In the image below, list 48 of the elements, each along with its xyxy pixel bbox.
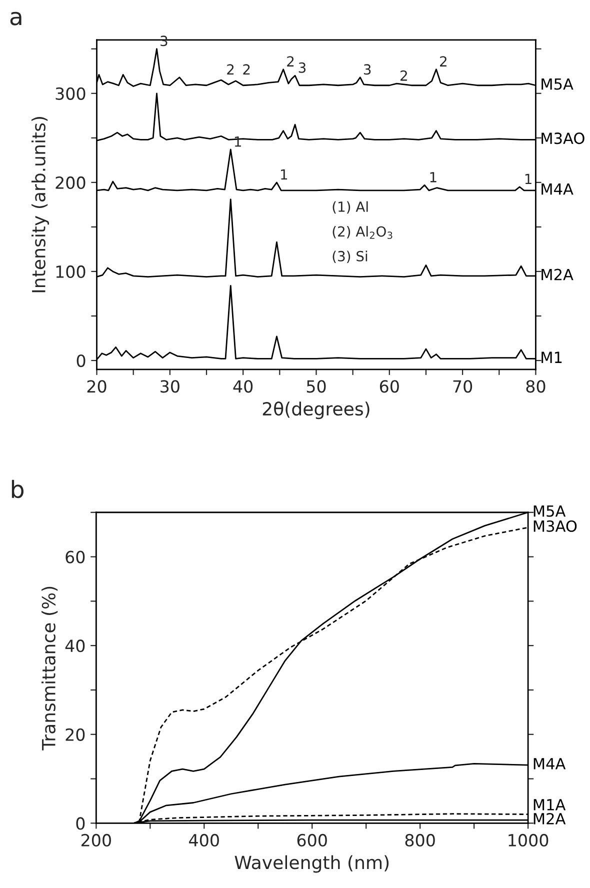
x-axis-title: 2θ(degrees) (262, 402, 370, 420)
annotation: 1 (430, 172, 436, 182)
series-label: M2A (534, 812, 566, 824)
annotation: 2 (400, 70, 407, 81)
x-tick-label: 60 (380, 380, 399, 393)
series-label: M4A (534, 758, 566, 770)
annotation: 3 (298, 62, 306, 73)
annotation: 2 (287, 56, 294, 66)
x-tick-label: 20 (87, 380, 106, 393)
y-axis-title: Transmittance (%) (42, 586, 58, 750)
x-tick-label: 1000 (508, 834, 548, 846)
annotation: 2 (243, 64, 250, 74)
annotation: (3) Si (332, 250, 368, 264)
y-tick-label: 300 (56, 87, 86, 100)
chart-title: b (12, 480, 24, 498)
series-label: M5A (542, 78, 574, 90)
annotation: 2 (227, 64, 234, 74)
y-tick-label: 200 (56, 176, 86, 189)
y-axis-title: Intensity (arb.units) (32, 116, 49, 292)
x-tick-label: 50 (306, 380, 326, 393)
series-label: M5A (534, 505, 566, 517)
annotation: (1) Al (332, 201, 368, 214)
y-tick-label: 0 (76, 354, 86, 368)
annotation: 1 (525, 174, 532, 184)
series-label: M2A (542, 268, 574, 280)
y-tick-label: 20 (66, 728, 85, 741)
x-tick-label: 600 (297, 834, 327, 846)
series-label: M1 (542, 352, 562, 363)
series-label: M4A (542, 184, 574, 195)
y-tick-label: 40 (65, 640, 85, 652)
y-tick-label: 60 (66, 550, 85, 564)
y-tick-label: 0 (76, 817, 85, 830)
x-tick-label: 30 (160, 380, 180, 393)
annotation: (2) Al$_{2}$O$_{3}$ (332, 226, 392, 239)
series-label: M3AO (542, 132, 584, 144)
annotation: 1 (281, 169, 288, 180)
y-tick-label: 100 (56, 265, 86, 278)
annotation: 2 (440, 56, 446, 66)
x-tick-label: 70 (453, 380, 472, 393)
series-label: M1A (534, 799, 566, 810)
series-label: M3AO (534, 520, 577, 532)
x-tick-label: 80 (526, 380, 546, 393)
x-tick-label: 40 (233, 380, 253, 393)
x-tick-label: 400 (189, 834, 219, 846)
x-tick-label: 800 (405, 834, 435, 846)
annotation: 3 (364, 64, 371, 75)
x-axis-title: Wavelength (nm) (234, 855, 389, 873)
chart-title: a (10, 12, 22, 26)
